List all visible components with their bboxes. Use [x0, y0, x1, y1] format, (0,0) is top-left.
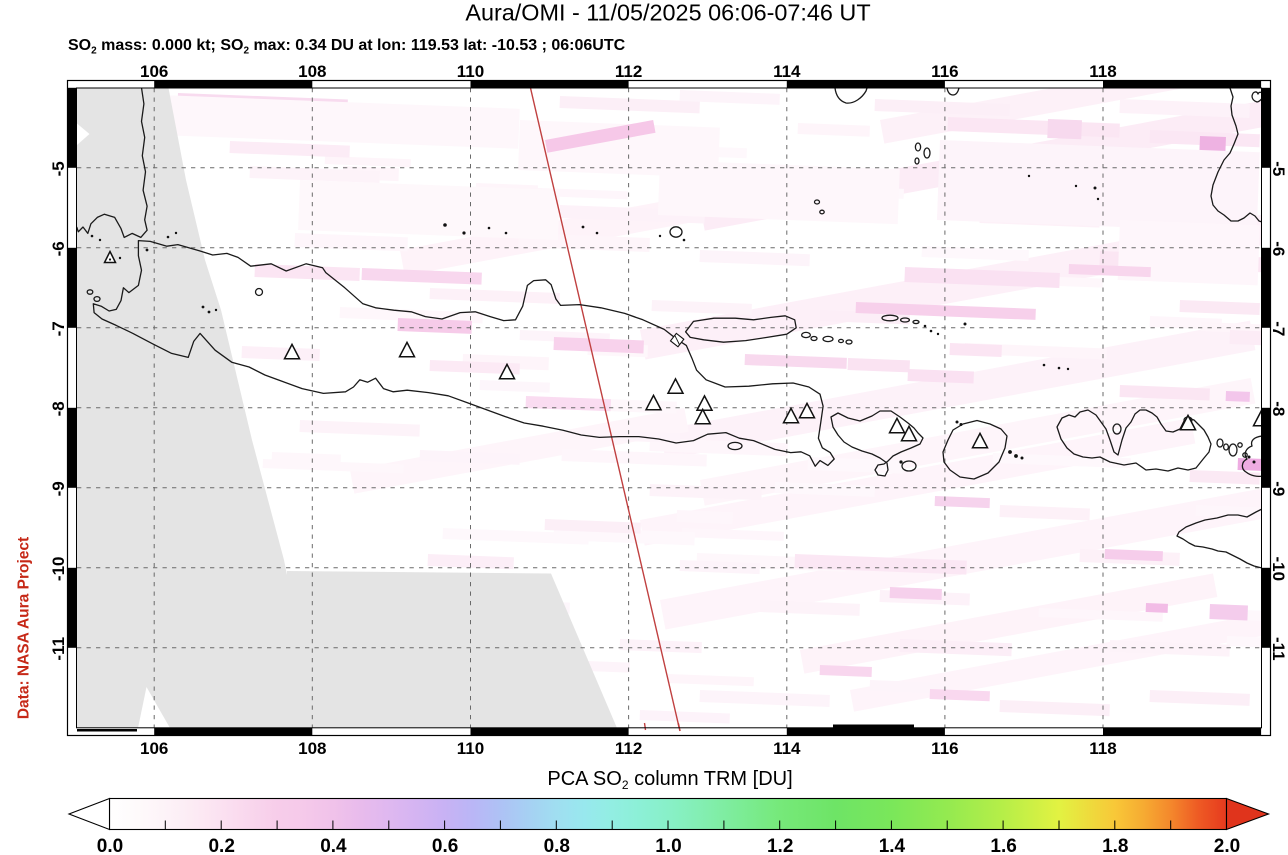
svg-text:118: 118 — [1089, 739, 1116, 758]
svg-text:-6: -6 — [49, 241, 68, 256]
svg-text:1.2: 1.2 — [767, 836, 793, 855]
svg-text:116: 116 — [931, 62, 958, 81]
svg-text:106: 106 — [140, 739, 168, 758]
svg-text:Data: NASA Aura Project: Data: NASA Aura Project — [16, 537, 33, 719]
svg-text:PCA SO2 column TRM [DU]: PCA SO2 column TRM [DU] — [547, 768, 792, 792]
svg-text:-8: -8 — [1269, 401, 1288, 416]
svg-text:Aura/OMI - 11/05/2025 06:06-07: Aura/OMI - 11/05/2025 06:06-07:46 UT — [465, 0, 870, 26]
svg-text:1.4: 1.4 — [879, 836, 906, 855]
svg-text:110: 110 — [457, 739, 484, 758]
svg-text:-7: -7 — [49, 321, 68, 336]
svg-text:112: 112 — [615, 739, 642, 758]
svg-text:110: 110 — [457, 62, 484, 81]
svg-text:-8: -8 — [49, 401, 68, 416]
svg-text:-6: -6 — [1269, 241, 1288, 256]
svg-text:0.6: 0.6 — [432, 836, 458, 855]
svg-text:-9: -9 — [1269, 481, 1288, 496]
svg-text:-10: -10 — [49, 557, 68, 582]
svg-text:0.0: 0.0 — [97, 836, 123, 855]
svg-text:-5: -5 — [49, 161, 68, 176]
svg-text:-7: -7 — [1269, 321, 1288, 336]
svg-text:0.8: 0.8 — [544, 836, 570, 855]
svg-text:1.0: 1.0 — [655, 836, 681, 855]
svg-text:2.0: 2.0 — [1214, 836, 1240, 855]
svg-text:-9: -9 — [49, 481, 68, 496]
svg-text:108: 108 — [298, 62, 326, 81]
svg-text:-11: -11 — [1269, 637, 1288, 661]
svg-text:0.4: 0.4 — [320, 836, 347, 855]
svg-text:-11: -11 — [49, 637, 68, 661]
svg-text:114: 114 — [773, 739, 801, 758]
svg-text:112: 112 — [615, 62, 642, 81]
svg-text:1.6: 1.6 — [990, 836, 1016, 855]
svg-text:114: 114 — [773, 62, 801, 81]
svg-text:106: 106 — [140, 62, 168, 81]
svg-text:SO2 mass: 0.000 kt; SO2 max: 0: SO2 mass: 0.000 kt; SO2 max: 0.34 DU at … — [68, 37, 626, 57]
svg-text:108: 108 — [298, 739, 326, 758]
svg-text:-10: -10 — [1269, 557, 1288, 582]
svg-text:-5: -5 — [1269, 161, 1288, 176]
svg-text:116: 116 — [931, 739, 958, 758]
svg-text:118: 118 — [1089, 62, 1116, 81]
svg-text:0.2: 0.2 — [208, 836, 234, 855]
svg-text:1.8: 1.8 — [1102, 836, 1128, 855]
